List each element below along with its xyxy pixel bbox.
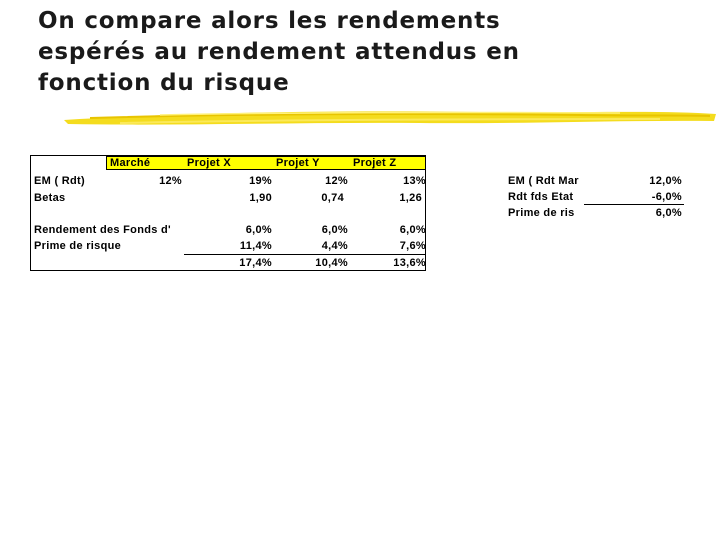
right-value-prime: 6,0% bbox=[655, 207, 682, 219]
rendement-projet-z: 6,0% bbox=[399, 224, 426, 236]
beta-projet-z: 1,26 bbox=[399, 192, 422, 204]
left-table-frame bbox=[30, 155, 426, 271]
rendement-projet-y: 6,0% bbox=[321, 224, 348, 236]
sum-line bbox=[184, 254, 426, 255]
total-projet-z: 13,6% bbox=[393, 257, 426, 269]
header-projet-x: Projet X bbox=[187, 157, 231, 169]
beta-projet-x: 1,90 bbox=[249, 192, 272, 204]
right-label-em: EM ( Rdt Mar bbox=[508, 175, 579, 187]
prime-projet-z: 7,6% bbox=[399, 240, 426, 252]
row-label-em: EM ( Rdt) bbox=[34, 175, 85, 187]
table-header-band bbox=[106, 156, 426, 170]
prime-projet-x: 11,4% bbox=[239, 240, 272, 252]
title-line-2: espérés au rendement attendus en bbox=[38, 39, 520, 65]
em-projet-y: 12% bbox=[325, 175, 348, 187]
right-label-rdt-fds-etat: Rdt fds Etat bbox=[508, 191, 574, 203]
title-line-1: On compare alors les rendements bbox=[38, 8, 501, 34]
title-underline-brush bbox=[64, 111, 716, 125]
header-projet-y: Projet Y bbox=[276, 157, 320, 169]
title-line-3: fonction du risque bbox=[38, 70, 290, 96]
right-sum-line bbox=[584, 204, 684, 205]
rendement-projet-x: 6,0% bbox=[245, 224, 272, 236]
beta-projet-y: 0,74 bbox=[321, 192, 344, 204]
em-marche: 12% bbox=[159, 175, 182, 187]
right-value-rdt-fds-etat: -6,0% bbox=[651, 191, 682, 203]
em-projet-x: 19% bbox=[249, 175, 272, 187]
total-projet-x: 17,4% bbox=[239, 257, 272, 269]
row-label-prime: Prime de risque bbox=[34, 240, 122, 252]
header-marche: Marché bbox=[110, 157, 151, 169]
row-label-betas: Betas bbox=[34, 192, 66, 204]
slide-title: On compare alors les rendements espérés … bbox=[38, 6, 698, 99]
right-value-em: 12,0% bbox=[649, 175, 682, 187]
header-projet-z: Projet Z bbox=[353, 157, 397, 169]
right-label-prime: Prime de ris bbox=[508, 207, 575, 219]
row-label-rendement: Rendement des Fonds d' bbox=[34, 224, 171, 236]
total-projet-y: 10,4% bbox=[315, 257, 348, 269]
prime-projet-y: 4,4% bbox=[321, 240, 348, 252]
em-projet-z: 13% bbox=[403, 175, 426, 187]
